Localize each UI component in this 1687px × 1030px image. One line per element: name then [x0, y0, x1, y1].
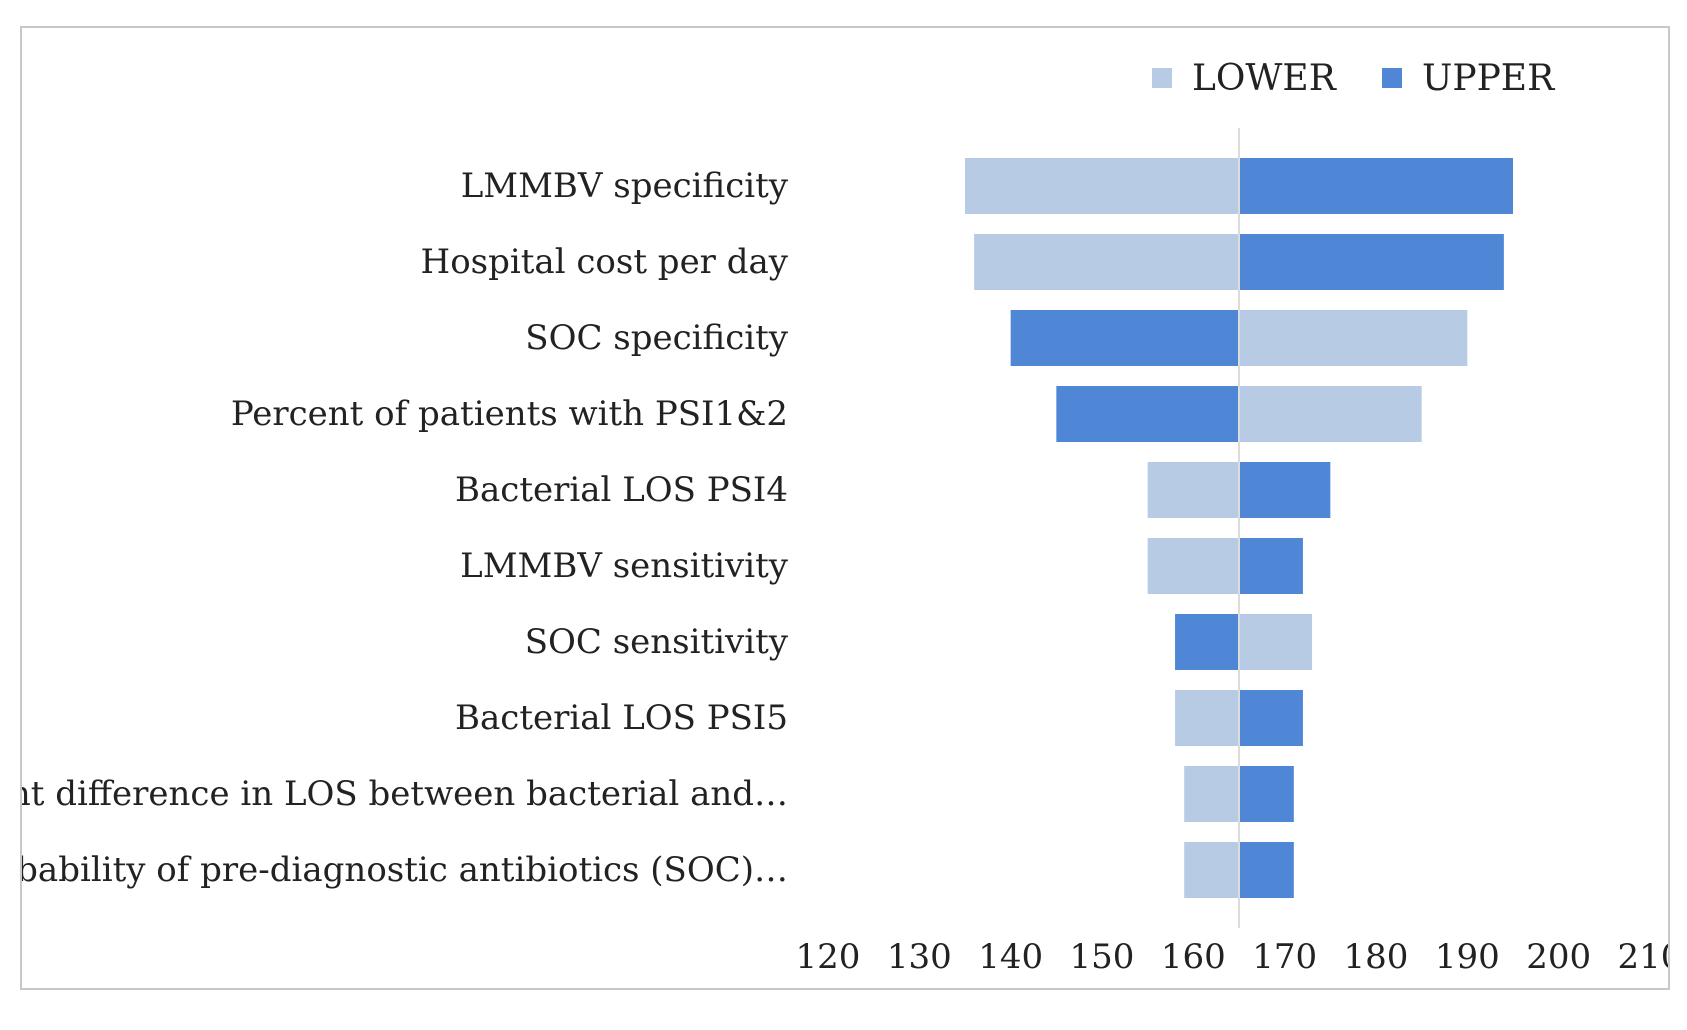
- bar-upper-5: [1239, 462, 1331, 518]
- bar-upper-9: [1239, 766, 1294, 822]
- x-tick-label: 200: [1526, 937, 1591, 977]
- x-tick-label: 180: [1344, 937, 1409, 977]
- row-label: Probability of pre-diagnostic antibiotic…: [22, 850, 788, 890]
- x-axis-ticks: 120 130 140 150 160 170 180 190 200 210: [796, 937, 1668, 977]
- x-tick-label: 160: [1161, 937, 1226, 977]
- row-label: Bacterial LOS PSI4: [455, 470, 788, 510]
- bar-lower-9: [1184, 766, 1239, 822]
- x-tick-label: 170: [1252, 937, 1317, 977]
- bar-upper-3: [1010, 310, 1239, 366]
- row-label: LMMBV sensitivity: [460, 546, 789, 586]
- row-label: LMMBV specificity: [461, 166, 789, 206]
- bar-upper-1: [1239, 158, 1513, 214]
- chart-frame: LOWER UPPER LMMBV specificity Hospital cos…: [20, 26, 1670, 990]
- bar-upper-7: [1175, 614, 1239, 670]
- bar-upper-10: [1239, 842, 1294, 898]
- x-tick-label: 190: [1435, 937, 1500, 977]
- bar-lower-6: [1147, 538, 1239, 594]
- bar-upper-8: [1239, 690, 1303, 746]
- bar-upper-4: [1056, 386, 1239, 442]
- bar-lower-3: [1239, 310, 1468, 366]
- bar-lower-5: [1147, 462, 1239, 518]
- bar-lower-4: [1239, 386, 1422, 442]
- row-label: SOC specificity: [525, 318, 788, 358]
- legend-swatch-lower: [1152, 68, 1172, 88]
- row-label: Bacterial LOS PSI5: [455, 698, 788, 738]
- bar-lower-7: [1239, 614, 1313, 670]
- x-tick-label: 120: [796, 937, 861, 977]
- legend-label-upper: UPPER: [1422, 58, 1555, 99]
- row-label: Hospital cost per day: [421, 242, 789, 282]
- legend: LOWER UPPER: [1152, 58, 1555, 99]
- row-label: SOC sensitivity: [525, 622, 789, 662]
- x-tick-label: 150: [1070, 937, 1135, 977]
- x-tick-label: 210: [1618, 937, 1668, 977]
- tornado-chart: LOWER UPPER LMMBV specificity Hospital cos…: [22, 58, 1668, 977]
- row-labels: LMMBV specificity Hospital cost per day SO…: [22, 166, 789, 890]
- bar-lower-1: [965, 158, 1239, 214]
- row-label: Percent difference in LOS between bacter…: [22, 774, 788, 814]
- bar-upper-2: [1239, 234, 1504, 290]
- x-tick-label: 130: [887, 937, 952, 977]
- legend-label-lower: LOWER: [1192, 58, 1337, 99]
- legend-swatch-upper: [1382, 68, 1402, 88]
- x-tick-label: 140: [978, 937, 1043, 977]
- bars: [965, 128, 1513, 928]
- bar-lower-8: [1175, 690, 1239, 746]
- bar-lower-2: [974, 234, 1239, 290]
- row-label: Percent of patients with PSI1&2: [231, 394, 788, 434]
- bar-lower-10: [1184, 842, 1239, 898]
- bar-upper-6: [1239, 538, 1303, 594]
